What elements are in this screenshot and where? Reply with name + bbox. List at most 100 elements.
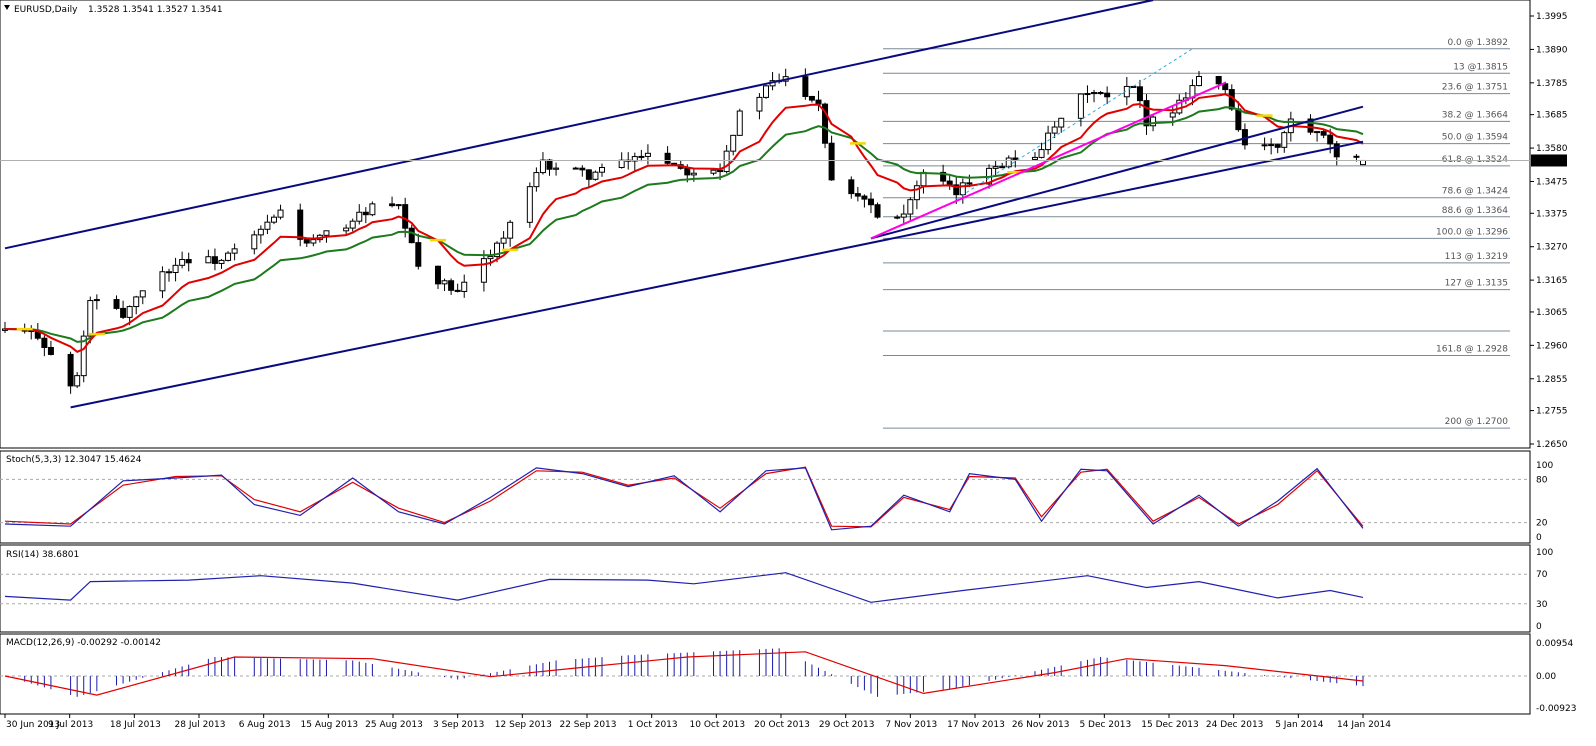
ema-fast-line (4, 93, 1364, 353)
price-axis: 1.3995 1.3890 1.3785 1.3685 1.3580 1.3475 1.33… (1530, 12, 1568, 450)
candle-body (166, 271, 173, 274)
fib-level-label: 38.2 @ 1.3664 (1442, 110, 1509, 120)
candle-body (323, 230, 330, 236)
candle-body (47, 346, 54, 355)
macd-panel-border (0, 633, 1531, 715)
candle-body (723, 150, 730, 173)
fib-level-label: 13 @1.3815 (1453, 62, 1508, 72)
candle-body (159, 271, 166, 292)
candle-body (1235, 108, 1242, 131)
time-tick-label: 22 Sep 2013 (559, 720, 616, 730)
time-tick-label: 28 Jul 2013 (175, 720, 226, 730)
price-tick-label: 1.3270 (1536, 243, 1568, 253)
candle-body (1261, 144, 1268, 147)
candle-body (638, 155, 645, 158)
candle-body (946, 180, 953, 186)
candle-body (730, 134, 737, 152)
candle-body (1130, 85, 1137, 88)
rsi-line (4, 572, 1364, 603)
candle-body (867, 198, 874, 206)
candle-body (225, 252, 232, 261)
candle-body (1143, 100, 1150, 127)
candle-body (434, 265, 441, 285)
candle-body (133, 296, 140, 308)
time-tick-label: 7 Nov 2013 (885, 720, 937, 730)
candle-body (1077, 93, 1084, 119)
candle-body (1333, 143, 1340, 158)
time-tick-label: 9 Jul 2013 (48, 720, 93, 730)
candle-body (408, 227, 415, 244)
candle-body (828, 142, 835, 181)
candle-body (861, 195, 868, 200)
price-tick-label: 1.3890 (1536, 45, 1568, 55)
candle-body (80, 335, 87, 377)
panel-tick-label: 0 (1536, 622, 1542, 632)
price-panel[interactable]: 0.0 @ 1.3892 13 @1.3815 23.6 @ 1.3751 38.2 … (0, 0, 1531, 449)
price-tick-label: 1.2755 (1536, 407, 1568, 417)
candle-body (717, 169, 724, 173)
candle-body (126, 306, 133, 318)
candle-body (251, 234, 258, 250)
time-tick-label: 24 Dec 2013 (1206, 720, 1264, 730)
candle-body (848, 179, 855, 195)
candle-body (369, 203, 376, 216)
candle-body (179, 259, 186, 266)
macd-signal-line (4, 651, 1364, 696)
time-tick-label: 20 Oct 2013 (754, 720, 810, 730)
ema-slow-line (4, 106, 1364, 343)
candle-body (172, 264, 179, 274)
candle-body (539, 159, 546, 174)
candle-body (1045, 132, 1052, 151)
rsi-panel[interactable]: RSI(14) 38.6801 100 70 30 0 (0, 544, 1553, 633)
candle-body (631, 156, 638, 162)
candle-body (1091, 92, 1098, 95)
time-tick-label: 3 Sep 2013 (433, 720, 484, 730)
candle-body (1314, 131, 1321, 134)
channel-upper-line (4, 0, 1154, 250)
triangle-down-icon (4, 5, 10, 10)
candle-body (297, 209, 304, 240)
panel-tick-label: 0.00954 (1536, 639, 1573, 649)
candle-body (874, 204, 881, 218)
candle-body (349, 220, 356, 229)
fib-level-label: 88.6 @ 1.3364 (1442, 206, 1509, 216)
candle-body (802, 76, 809, 97)
candle-body (592, 171, 599, 180)
candle-body (205, 256, 212, 264)
candle-body (907, 199, 914, 215)
candle-body (920, 171, 927, 187)
candle-body (264, 221, 271, 230)
candle-body (185, 259, 192, 264)
candle-body (1097, 92, 1104, 95)
candle-body (231, 248, 238, 254)
candle-body (553, 167, 560, 170)
candle-body (389, 203, 396, 207)
stochastic-title: Stoch(5,3,3) 12.3047 15.4624 (6, 455, 142, 465)
candle-body (1136, 86, 1143, 102)
candle-body (1012, 157, 1019, 160)
macd-panel[interactable]: MACD(12,26,9) -0.00292 -0.00142 0.00954 0… (0, 633, 1576, 715)
candle-body (992, 166, 999, 169)
candle-body (526, 186, 533, 223)
time-tick-label: 17 Nov 2013 (947, 720, 1005, 730)
time-tick-label: 14 Jan 2014 (1337, 720, 1391, 730)
trend-channel (4, 0, 1364, 409)
candle-body (1084, 93, 1091, 96)
rsi-title: RSI(14) 38.6801 (6, 550, 79, 560)
candle-body (1281, 132, 1288, 148)
candle-body (763, 85, 770, 98)
price-tick-label: 1.2960 (1536, 341, 1568, 351)
candle-body (940, 171, 947, 182)
candle-body (1058, 117, 1065, 128)
candle-body (500, 237, 507, 244)
candle-body (1274, 144, 1281, 148)
time-tick-label: 15 Aug 2013 (301, 720, 359, 730)
panel-tick-label: 100 (1536, 548, 1553, 558)
price-tick-label: 1.3475 (1536, 177, 1568, 187)
candle-body (546, 159, 553, 170)
stochastic-panel[interactable]: Stoch(5,3,3) 12.3047 15.4624 100 80 20 0 (0, 450, 1553, 544)
candle-body (894, 216, 901, 219)
time-tick-label: 1 Oct 2013 (628, 720, 678, 730)
